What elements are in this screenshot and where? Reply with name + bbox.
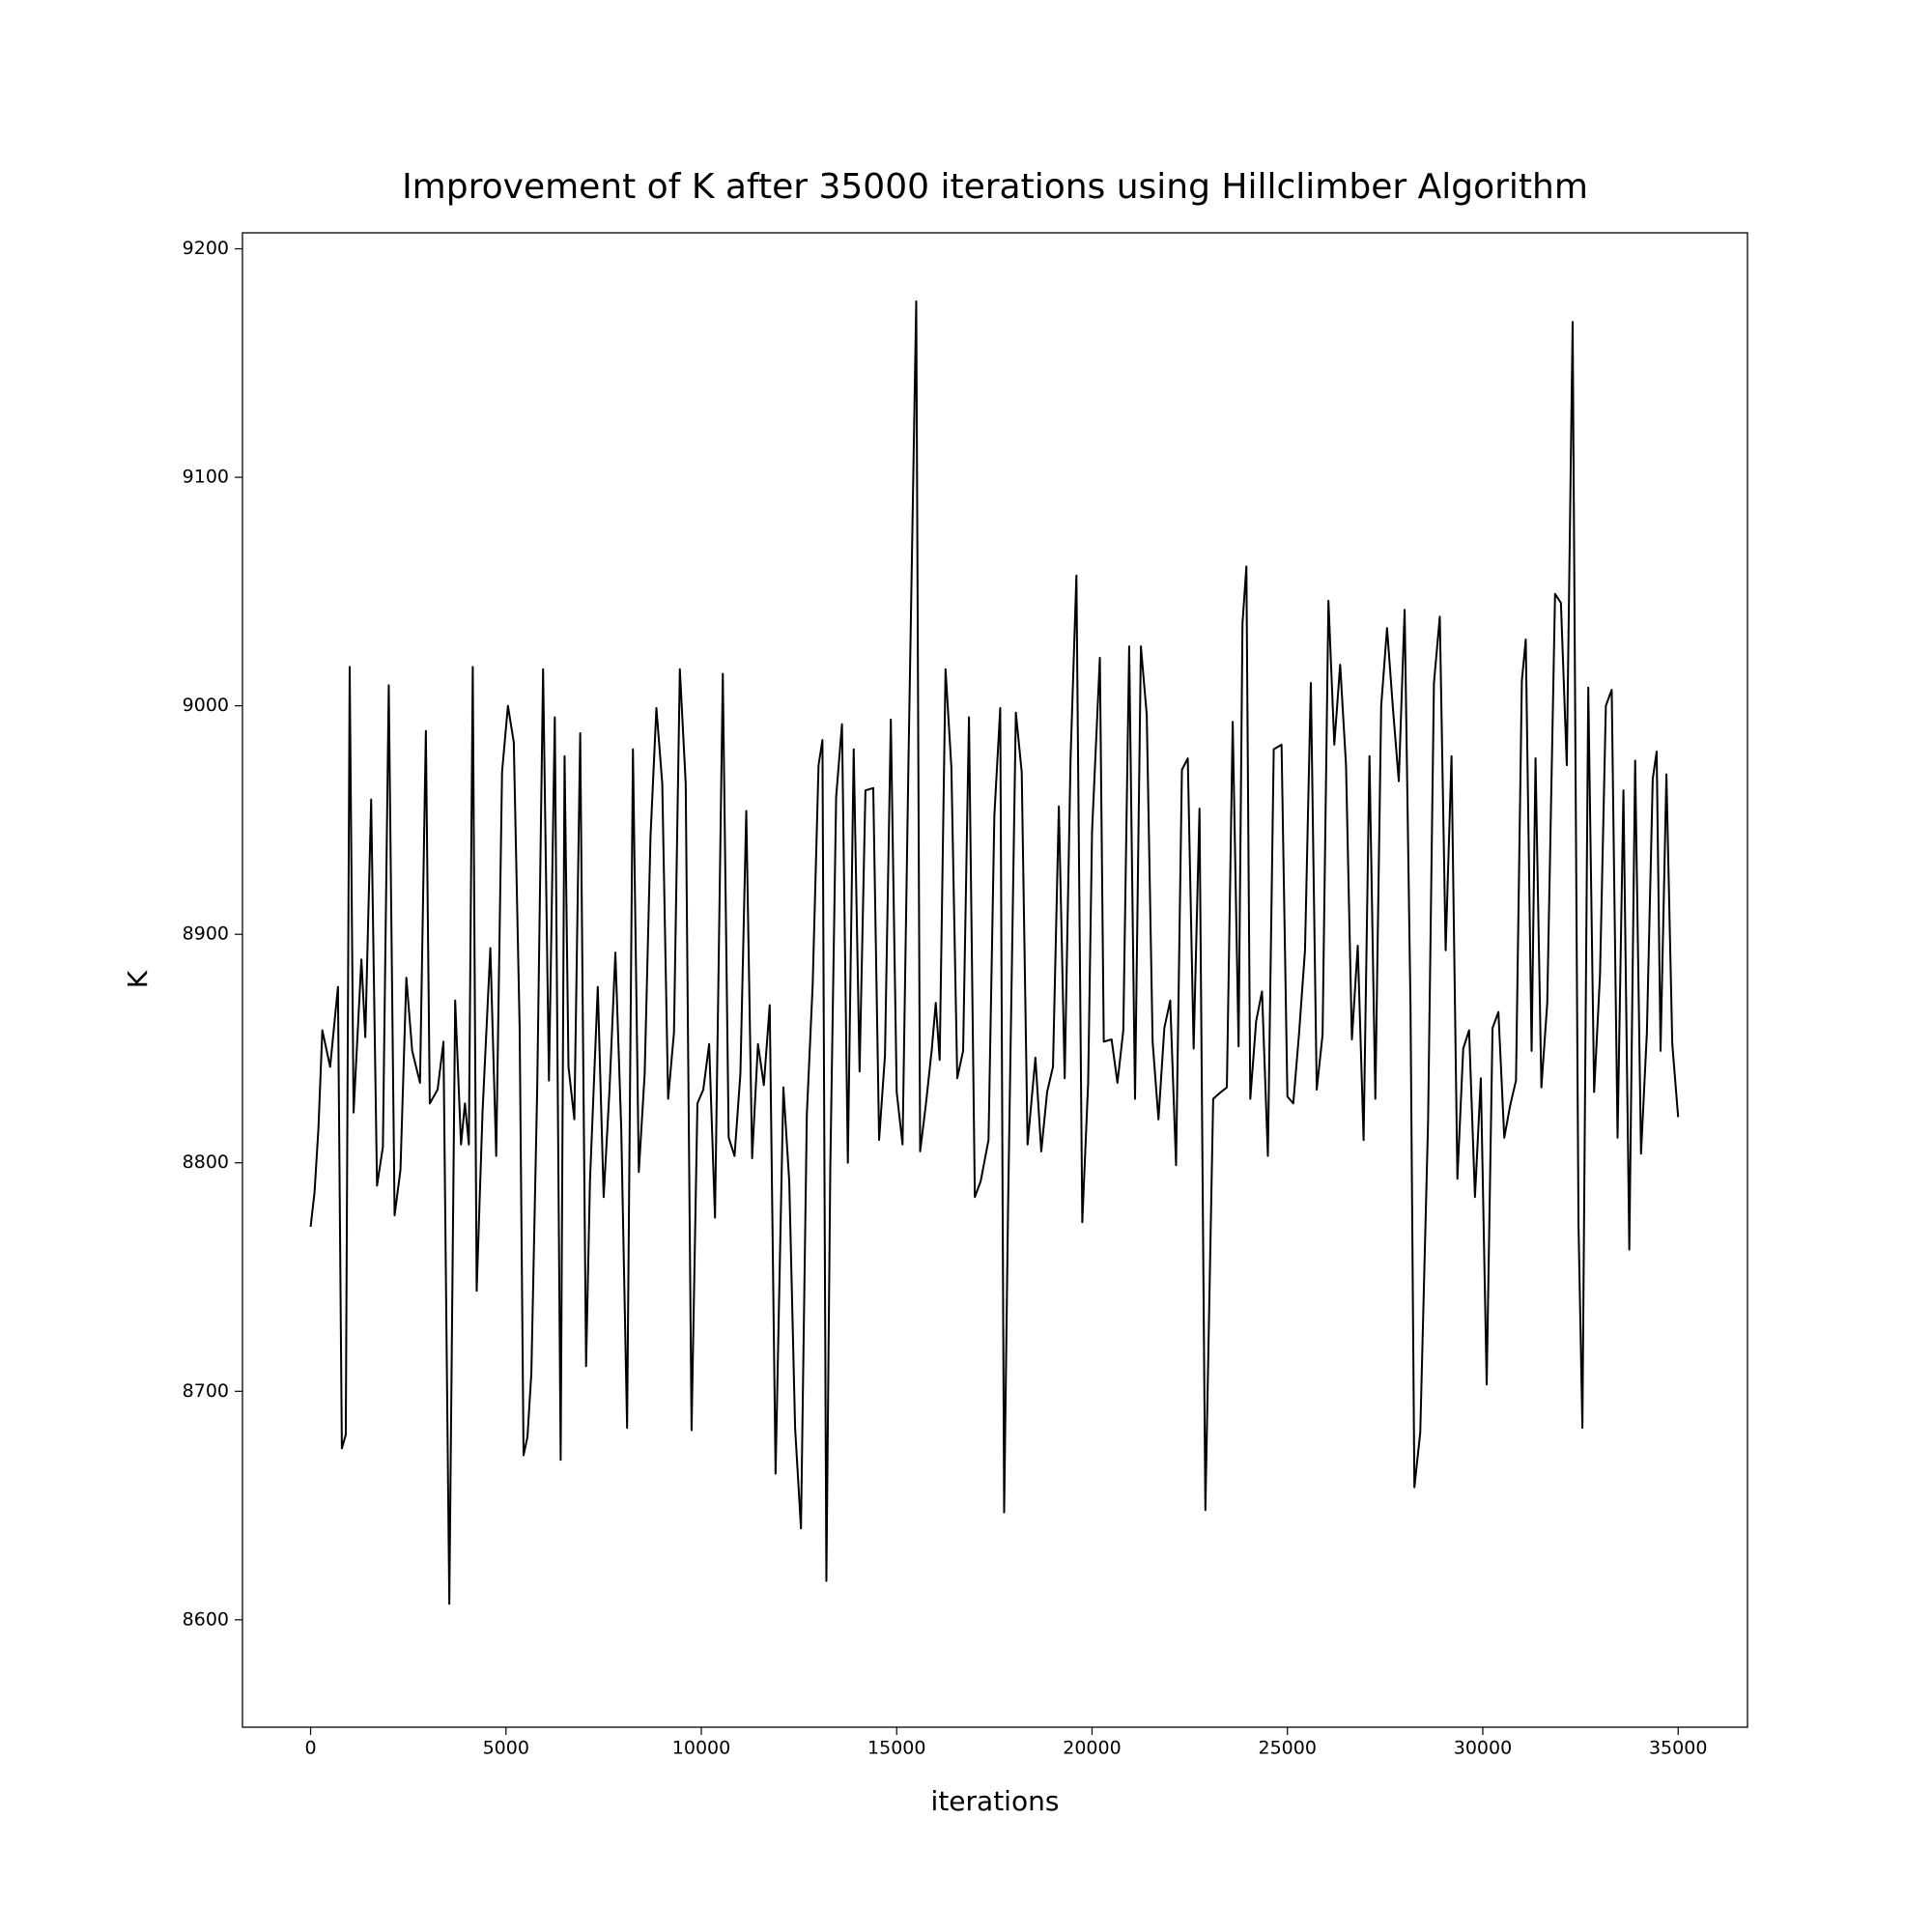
x-tick-label: 30000 xyxy=(1454,1738,1512,1759)
x-tick-label: 25000 xyxy=(1259,1738,1317,1759)
data-line xyxy=(309,299,1680,1605)
y-axis-label: K xyxy=(122,970,154,988)
x-tick-label: 0 xyxy=(304,1738,316,1759)
y-tick-label: 8600 xyxy=(183,1608,229,1630)
chart-title: Improvement of K after 35000 iterations … xyxy=(402,167,1588,207)
y-tick-label: 8800 xyxy=(183,1151,229,1173)
y-tick-label: 9200 xyxy=(183,238,229,259)
y-tick-label: 9000 xyxy=(183,695,229,716)
y-tick-label: 8700 xyxy=(183,1380,229,1402)
y-tick-label: 8900 xyxy=(183,923,229,945)
x-tick-label: 15000 xyxy=(867,1738,925,1759)
x-axis-label: iterations xyxy=(931,1785,1060,1817)
plot-frame xyxy=(242,232,1748,1728)
x-tick-label: 10000 xyxy=(672,1738,730,1759)
x-tick-label: 5000 xyxy=(483,1738,529,1759)
x-tick-label: 35000 xyxy=(1649,1738,1707,1759)
x-tick-label: 20000 xyxy=(1063,1738,1121,1759)
y-tick-label: 9100 xyxy=(183,467,229,488)
